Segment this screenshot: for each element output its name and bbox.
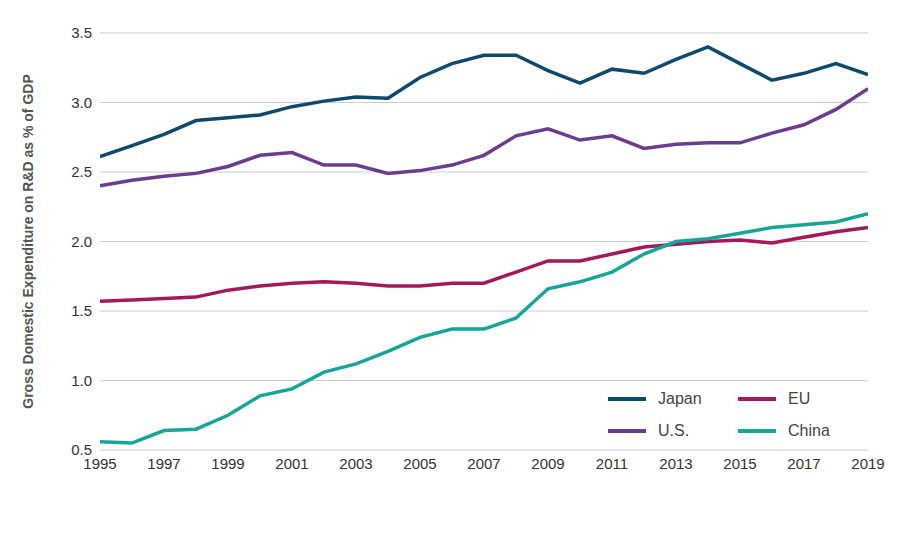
svg-text:3.5: 3.5 [71,24,92,41]
svg-text:2017: 2017 [787,455,820,472]
svg-text:2019: 2019 [851,455,884,472]
html-text:EU: EU [788,390,811,407]
svg-text:1995: 1995 [83,454,117,472]
svg-text:Gross Domestic Expenditure on: Gross Domestic Expenditure on R&D as % o… [20,74,36,409]
svg-text:2001: 2001 [275,455,308,472]
svg-text:3.0: 3.0 [71,94,92,111]
svg-text:2.5: 2.5 [71,163,92,180]
html-text:U.S.: U.S. [658,422,690,439]
svg-text:1.5: 1.5 [71,302,92,319]
svg-text:1997: 1997 [147,455,180,472]
svg-text:2011: 2011 [596,455,628,472]
svg-text:0.5: 0.5 [71,441,92,458]
svg-text:1999: 1999 [211,455,244,472]
svg-text:2007: 2007 [467,455,500,472]
html-text:Japan: Japan [658,390,702,407]
svg-text:2005: 2005 [403,455,436,472]
svg-text:2013: 2013 [659,455,692,472]
svg-text:2015: 2015 [723,455,756,472]
svg-text:2.0: 2.0 [71,233,92,250]
svg-text:2009: 2009 [531,455,564,472]
html-text:China: China [788,422,830,439]
svg-text:2003: 2003 [339,455,372,472]
svg-text:1.0: 1.0 [71,372,92,389]
